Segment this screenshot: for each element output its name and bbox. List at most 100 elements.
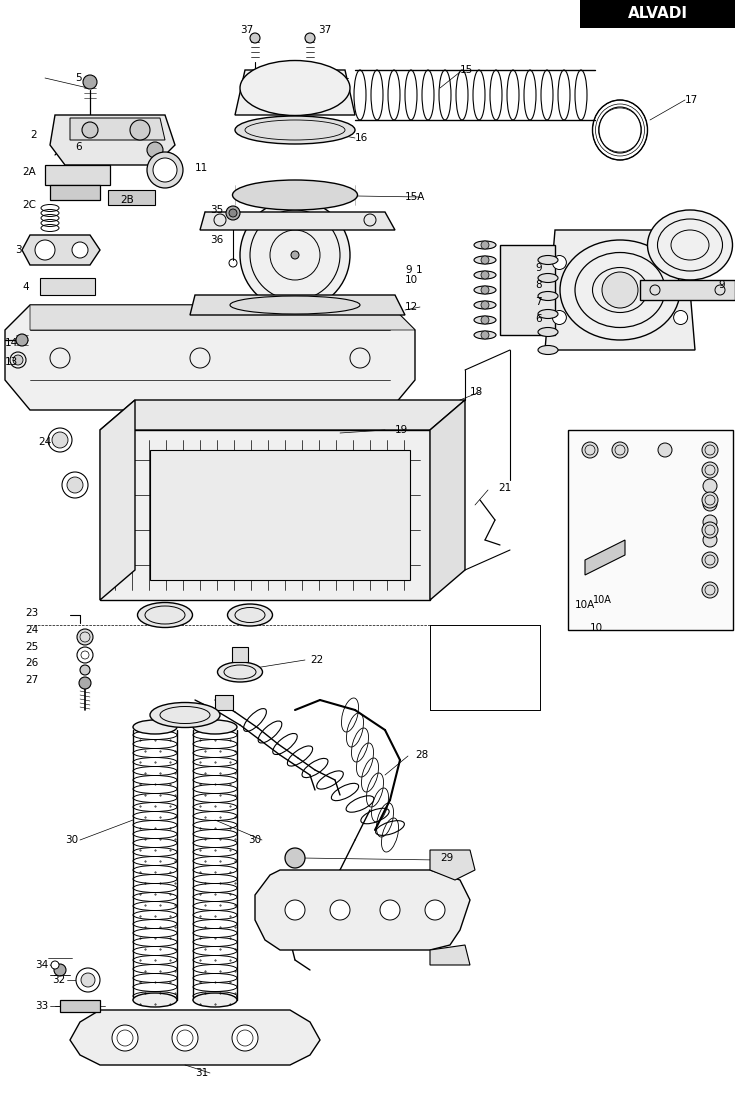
Polygon shape [430,400,465,601]
Circle shape [703,515,717,529]
Text: 6: 6 [535,314,542,324]
Circle shape [229,209,237,217]
Polygon shape [70,117,165,140]
Polygon shape [50,185,100,201]
Text: 15A: 15A [405,192,426,202]
Text: 17: 17 [685,95,698,105]
Polygon shape [70,1010,320,1065]
Bar [215,695,233,710]
Circle shape [481,286,489,294]
Ellipse shape [538,274,558,283]
Text: 7: 7 [535,297,542,307]
Circle shape [291,252,299,259]
Circle shape [553,310,567,325]
Circle shape [77,629,93,645]
Circle shape [237,1030,253,1046]
Circle shape [80,665,90,675]
Text: 35: 35 [210,205,223,215]
Circle shape [481,331,489,339]
Text: 23: 23 [25,608,38,618]
Circle shape [481,316,489,324]
Circle shape [13,355,23,365]
Ellipse shape [538,346,558,355]
Text: 19: 19 [395,425,408,435]
Circle shape [481,256,489,264]
Ellipse shape [538,291,558,300]
Ellipse shape [218,661,262,683]
Text: 5: 5 [75,73,82,83]
Circle shape [702,582,718,598]
Text: 8: 8 [535,280,542,290]
Polygon shape [430,850,475,880]
Text: 37: 37 [240,25,254,35]
Polygon shape [108,189,155,205]
Circle shape [612,442,628,458]
Text: 10: 10 [590,623,603,633]
Ellipse shape [538,309,558,318]
Text: 22: 22 [310,655,323,665]
Ellipse shape [474,286,496,294]
Circle shape [425,900,445,920]
Circle shape [602,271,638,308]
Text: 34: 34 [35,960,49,970]
Ellipse shape [230,296,360,314]
Ellipse shape [240,201,350,310]
Circle shape [48,428,72,452]
Ellipse shape [133,720,177,733]
Circle shape [52,432,68,448]
Text: 10A: 10A [575,601,595,611]
Ellipse shape [474,316,496,324]
Text: 21: 21 [498,483,512,493]
Circle shape [82,122,98,138]
Circle shape [172,1025,198,1051]
Ellipse shape [474,242,496,249]
Circle shape [481,242,489,249]
Circle shape [147,152,183,188]
Circle shape [380,900,400,920]
Text: ALVADI: ALVADI [628,7,688,21]
Ellipse shape [474,271,496,279]
Circle shape [673,256,688,269]
Ellipse shape [538,256,558,265]
Text: 11: 11 [195,163,208,173]
Text: 33: 33 [35,1001,49,1010]
Circle shape [702,442,718,458]
Polygon shape [50,115,175,165]
Polygon shape [200,212,395,230]
Circle shape [330,900,350,920]
Text: 9: 9 [535,263,542,273]
Circle shape [81,652,89,659]
Polygon shape [640,280,735,300]
Circle shape [35,240,55,260]
Polygon shape [60,1001,100,1012]
Circle shape [250,33,260,43]
Circle shape [76,968,100,992]
Polygon shape [545,230,695,350]
Text: 14: 14 [5,338,18,348]
Circle shape [62,472,88,497]
Text: 27: 27 [25,675,38,685]
Text: 2A: 2A [22,167,36,177]
Polygon shape [30,305,415,330]
Text: 3: 3 [15,245,21,255]
Circle shape [285,848,305,868]
Text: 2B: 2B [120,195,134,205]
Circle shape [702,492,718,507]
Text: 2: 2 [30,130,37,140]
Text: 30: 30 [248,835,261,845]
Polygon shape [585,540,625,575]
Circle shape [481,271,489,279]
Bar [568,430,733,630]
Polygon shape [22,235,100,265]
Polygon shape [190,295,405,315]
Ellipse shape [228,604,273,626]
Ellipse shape [240,61,350,115]
Circle shape [703,497,717,511]
Circle shape [285,900,305,920]
Ellipse shape [193,993,237,1007]
Circle shape [72,242,88,258]
Circle shape [117,1030,133,1046]
Ellipse shape [474,256,496,264]
Polygon shape [430,945,470,965]
Bar [232,647,248,661]
